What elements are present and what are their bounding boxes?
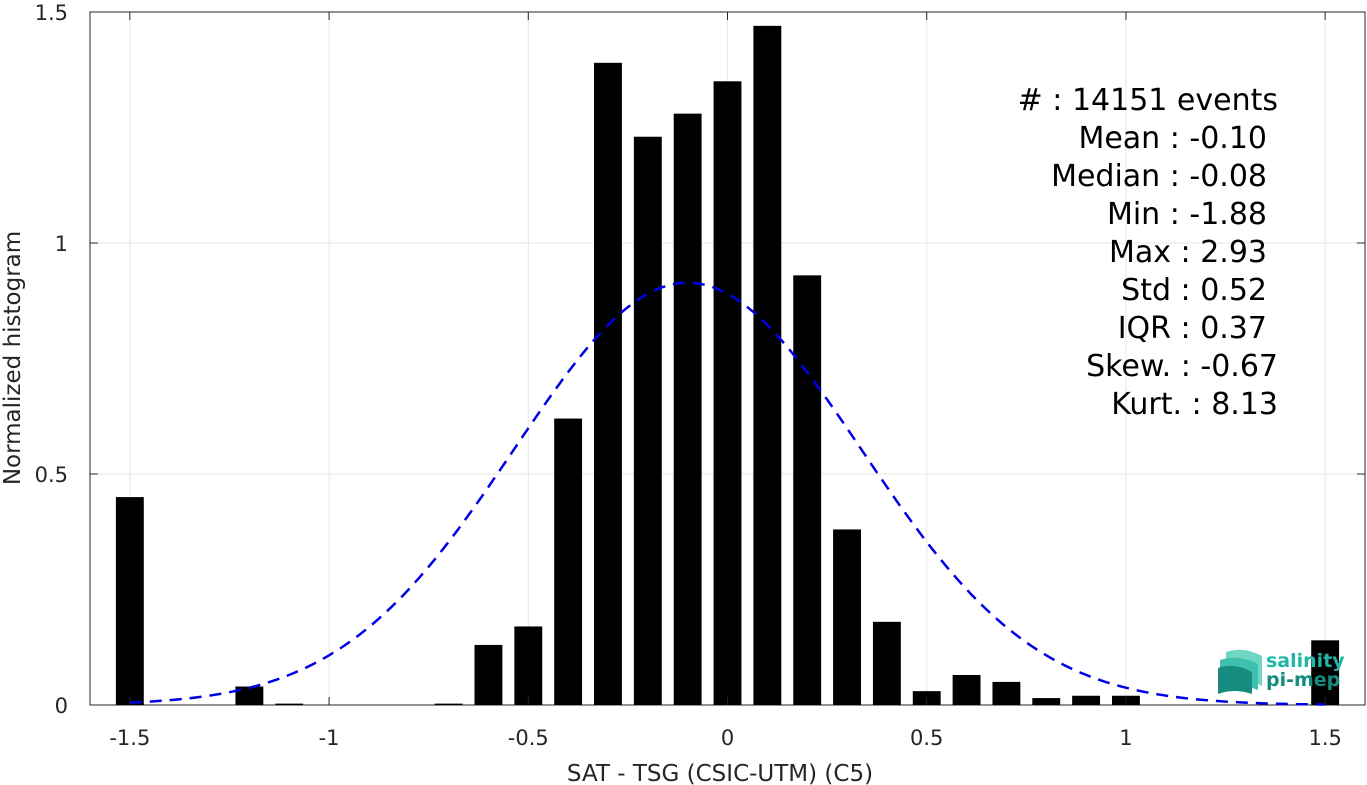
logo-line2: pi-mep: [1266, 669, 1340, 691]
y-tick-label-2: 1: [55, 232, 68, 256]
x-tick-label-5: 1: [1119, 726, 1132, 750]
histogram-bar-9: [474, 644, 503, 705]
y-tick-label-1: 0.5: [35, 463, 68, 487]
histogram-bar-0: [115, 497, 144, 705]
x-tick-label-2: -0.5: [508, 726, 549, 750]
salinity-pimep-logo: salinity pi-mep: [1218, 649, 1345, 694]
histogram-bar-3: [235, 686, 264, 705]
stats-skew: Skew. : -0.67: [1086, 349, 1278, 384]
histogram-bar-8: [434, 703, 463, 705]
y-axis-label: Normalized histogram: [0, 231, 26, 485]
stats-count: # : 14151 events: [1018, 83, 1278, 118]
x-tick-label-1: -1: [319, 726, 340, 750]
stats-iqr: IQR : 0.37: [1118, 311, 1267, 346]
y-tick-label-3: 1.5: [35, 1, 68, 25]
y-axis-ticks: 0 0.5 1 1.5: [35, 1, 1365, 718]
histogram-bars: [115, 25, 1340, 706]
x-tick-label-6: 1.5: [1308, 726, 1341, 750]
logo-wave-icon: [1218, 649, 1262, 694]
histogram-bar-18: [833, 529, 861, 705]
histogram-bar-30: [1311, 640, 1340, 705]
histogram-bar-19: [872, 621, 901, 705]
histogram-bar-24: [1072, 695, 1101, 705]
histogram-bar-12: [594, 62, 622, 705]
histogram-bar-11: [554, 418, 583, 705]
stats-kurt: Kurt. : 8.13: [1111, 387, 1278, 422]
histogram-bar-15: [713, 81, 742, 706]
x-axis-label: SAT - TSG (CSIC-UTM) (C5): [567, 761, 873, 785]
x-tick-label-4: 0.5: [910, 726, 943, 750]
stats-std: Std : 0.52: [1121, 273, 1267, 308]
histogram-bar-10: [514, 626, 543, 705]
histogram-bar-16: [753, 25, 782, 706]
x-tick-label-0: -1.5: [109, 726, 150, 750]
histogram-bar-14: [673, 113, 702, 705]
x-axis-ticks: -1.5 -1 -0.5 0 0.5 1 1.5: [109, 12, 1342, 750]
histogram-bar-22: [992, 681, 1021, 705]
stats-max: Max : 2.93: [1109, 235, 1267, 270]
logo-line1: salinity: [1266, 650, 1345, 672]
stats-min: Min : -1.88: [1107, 197, 1267, 232]
histogram-bar-4: [275, 703, 304, 705]
histogram-bar-21: [952, 674, 981, 705]
histogram-bar-17: [793, 275, 822, 705]
stats-mean: Mean : -0.10: [1078, 121, 1267, 156]
y-tick-label-0: 0: [55, 694, 68, 718]
gaussian-fit-curve: [129, 281, 1326, 706]
x-tick-label-3: 0: [721, 726, 734, 750]
histogram-bar-23: [1032, 698, 1061, 705]
histogram-bar-13: [633, 136, 662, 706]
stats-median: Median : -0.08: [1051, 159, 1267, 194]
stats-box: # : 14151 events Mean : -0.10 Median : -…: [1018, 83, 1278, 422]
